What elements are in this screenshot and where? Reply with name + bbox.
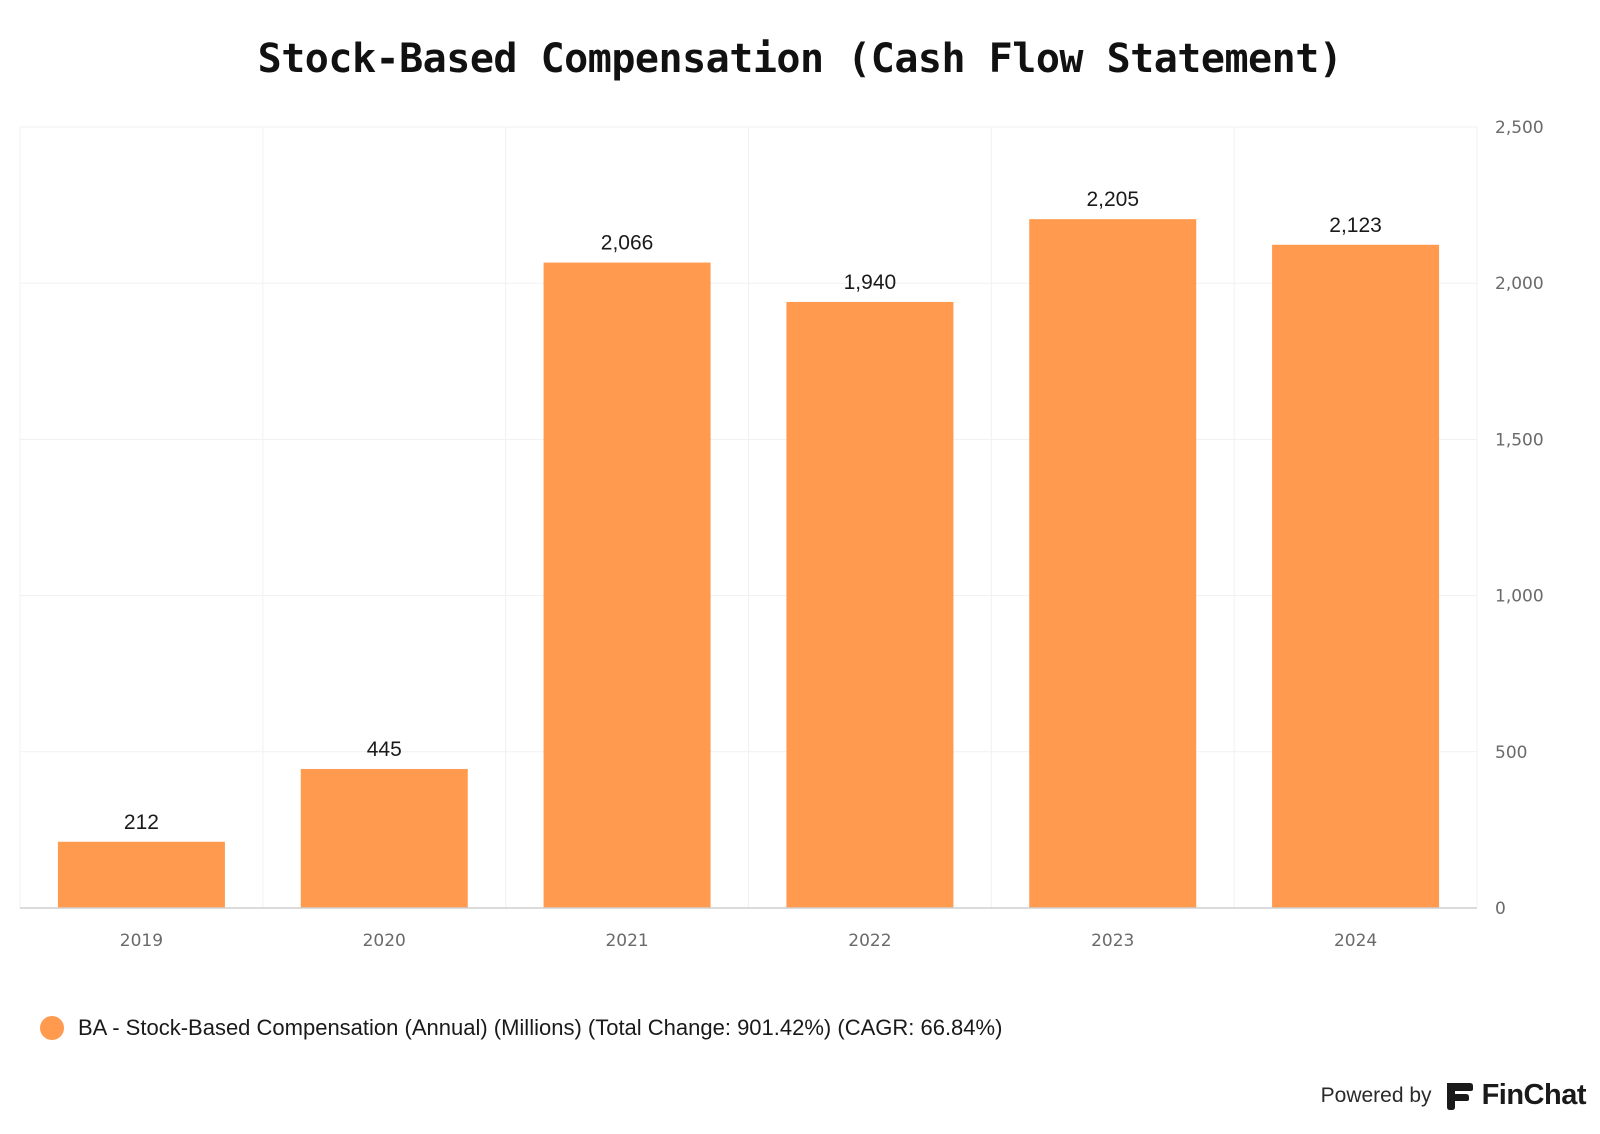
legend[interactable]: BA - Stock-Based Compensation (Annual) (… — [40, 1015, 1002, 1041]
bar-2020[interactable] — [300, 768, 468, 908]
x-tick-label-2019: 2019 — [120, 931, 163, 951]
chart-title: Stock-Based Compensation (Cash Flow Stat… — [257, 36, 1343, 82]
x-tick-label-2022: 2022 — [848, 931, 891, 951]
y-tick-label: 1,000 — [1495, 587, 1544, 607]
data-label-2022: 1,940 — [844, 271, 897, 294]
x-tick-label-2024: 2024 — [1334, 931, 1377, 951]
y-tick-label: 1,500 — [1495, 430, 1544, 450]
powered-by-label: Powered by — [1320, 1083, 1432, 1107]
x-tick-label-2021: 2021 — [605, 931, 648, 951]
grid-layer — [19, 126, 1478, 908]
data-label-2020: 445 — [367, 738, 402, 761]
data-label-layer: 212 445 2,066 1,940 2,205 2,123 — [124, 188, 1382, 834]
y-tick-label: 500 — [1495, 743, 1527, 763]
data-label-2024: 2,123 — [1329, 214, 1382, 237]
x-tick-label-2020: 2020 — [363, 931, 406, 951]
axis-layer: 0 500 1,000 1,500 2,000 2,500 2019 2020 2021 2022… — [20, 118, 1544, 951]
y-tick-label: 2,000 — [1495, 274, 1544, 294]
brand-name: FinChat — [1481, 1079, 1587, 1111]
bar-chart: 212 445 2,066 1,940 2,205 2,123 0 500 1,000 1,50… — [19, 118, 1544, 951]
finchat-logo-icon — [1446, 1082, 1473, 1110]
x-tick-label-2023: 2023 — [1091, 931, 1134, 951]
bar-layer — [57, 219, 1440, 909]
bar-2022[interactable] — [786, 301, 954, 909]
data-label-2023: 2,205 — [1086, 188, 1139, 211]
bar-2021[interactable] — [543, 262, 711, 908]
legend-label: BA - Stock-Based Compensation (Annual) (… — [78, 1015, 1003, 1040]
footer: Powered by FinChat — [1320, 1079, 1587, 1112]
data-label-2019: 212 — [124, 811, 159, 834]
finchat-brand[interactable]: FinChat — [1444, 1079, 1587, 1112]
bar-2024[interactable] — [1272, 244, 1440, 909]
bar-2019[interactable] — [57, 841, 225, 908]
data-label-2021: 2,066 — [601, 232, 654, 255]
legend-swatch — [40, 1016, 64, 1040]
y-tick-label: 0 — [1495, 899, 1506, 919]
y-tick-label: 2,500 — [1495, 118, 1544, 138]
bar-2023[interactable] — [1029, 219, 1197, 908]
